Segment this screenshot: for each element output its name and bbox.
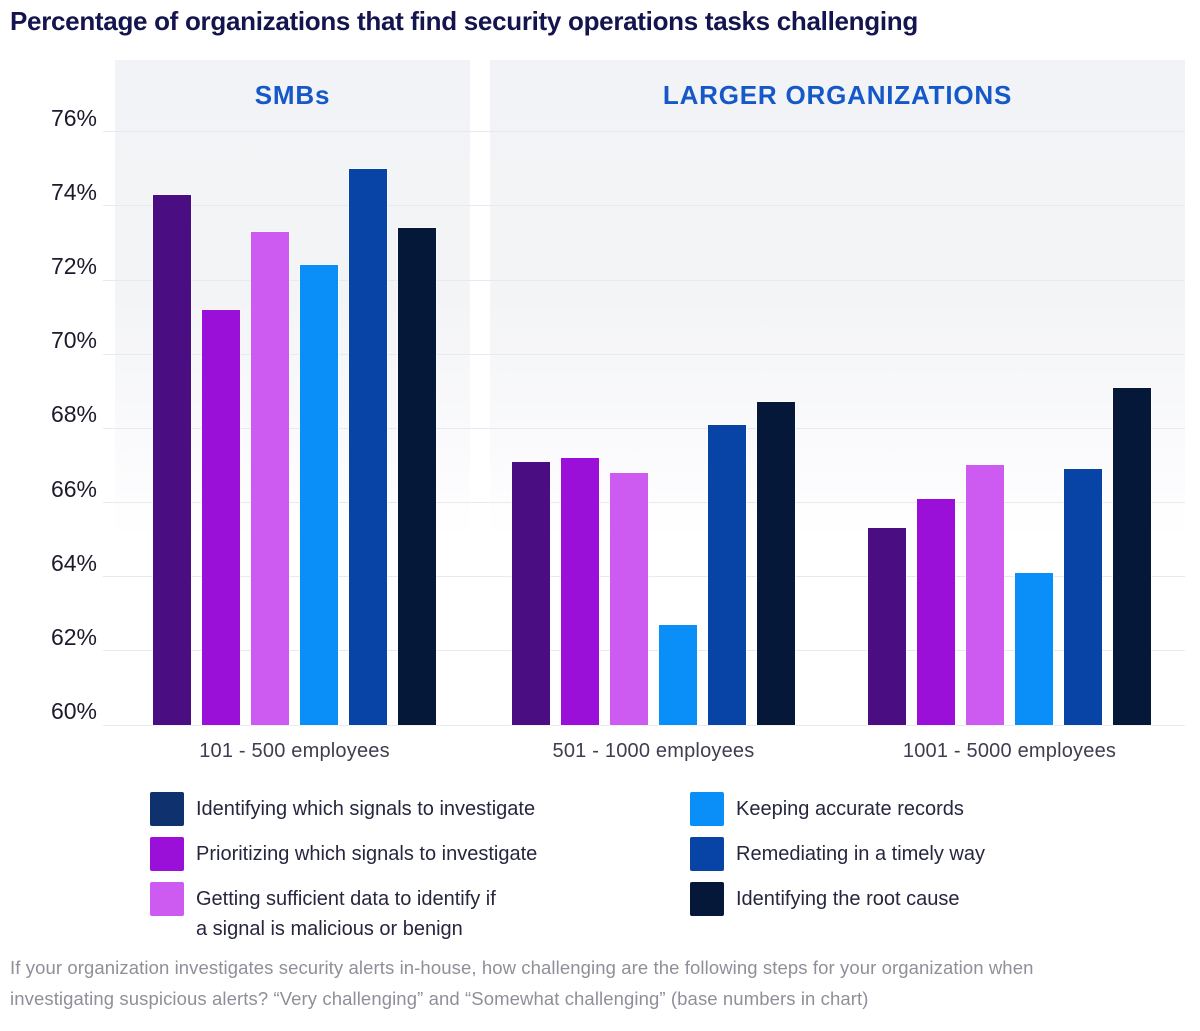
category-label: 501 - 1000 employees bbox=[552, 740, 755, 762]
gridline bbox=[103, 205, 1185, 207]
bar bbox=[868, 528, 906, 725]
bar bbox=[153, 194, 191, 725]
legend-label: Identifying which signals to investigate bbox=[196, 798, 536, 820]
y-tick-label: 64% bbox=[50, 549, 97, 576]
panel-header-smbs: SMBs bbox=[254, 80, 331, 110]
legend-label: Prioritizing which signals to investigat… bbox=[196, 843, 538, 865]
bar bbox=[398, 228, 436, 725]
bar bbox=[251, 231, 289, 725]
footnote-line-2: investigating suspicious alerts? “Very c… bbox=[10, 988, 869, 1009]
y-tick-label: 76% bbox=[50, 104, 97, 131]
y-tick-label: 68% bbox=[50, 401, 97, 428]
bar bbox=[966, 465, 1004, 725]
y-tick-label: 66% bbox=[50, 475, 97, 502]
legend-swatch bbox=[690, 882, 724, 916]
bar-group bbox=[153, 60, 436, 725]
bar-group bbox=[512, 60, 795, 725]
legend-item: Remediating in a timely way bbox=[690, 837, 985, 871]
gridline bbox=[103, 279, 1185, 281]
legend-swatch bbox=[150, 837, 184, 871]
y-tick-label: 62% bbox=[50, 623, 97, 650]
bar bbox=[300, 265, 338, 725]
legend-item: Getting sufficient data to identify if a… bbox=[150, 882, 537, 944]
category-label: 101 - 500 employees bbox=[199, 740, 390, 762]
bar bbox=[1064, 469, 1102, 725]
footnote-line-1: If your organization investigates securi… bbox=[10, 957, 1034, 978]
bar bbox=[1113, 387, 1151, 725]
bar bbox=[512, 461, 550, 725]
bar bbox=[1015, 572, 1053, 725]
bar bbox=[757, 402, 795, 725]
legend-swatch bbox=[150, 882, 184, 916]
gridline bbox=[103, 427, 1185, 429]
legend-swatch bbox=[690, 837, 724, 871]
legend-swatch bbox=[690, 792, 724, 826]
bar bbox=[202, 309, 240, 725]
bar bbox=[659, 624, 697, 725]
panel-header-larger-organizations: LARGER ORGANIZATIONS bbox=[662, 80, 1013, 110]
gridline bbox=[103, 353, 1185, 355]
legend-item: Identifying which signals to investigate bbox=[150, 792, 537, 826]
legend-label: Keeping accurate records bbox=[736, 798, 964, 820]
legend-item: Prioritizing which signals to investigat… bbox=[150, 837, 537, 871]
bar-group bbox=[868, 60, 1151, 725]
y-tick-label: 60% bbox=[50, 698, 97, 724]
y-tick-label: 72% bbox=[50, 253, 97, 280]
legend-label: Getting sufficient data to identify if a… bbox=[196, 888, 496, 940]
footnote: If your organization investigates securi… bbox=[10, 952, 1190, 1014]
legend-swatch bbox=[150, 792, 184, 826]
y-tick-label: 70% bbox=[50, 327, 97, 354]
legend-column-right: Keeping accurate records Remediating in a… bbox=[690, 792, 985, 927]
legend-column-left: Identifying which signals to investigate… bbox=[150, 792, 537, 955]
legend-label: Remediating in a timely way bbox=[736, 843, 985, 865]
plot-area: SMBs LARGER ORGANIZATIONS 101 - 500 empl… bbox=[103, 60, 1185, 762]
bar bbox=[349, 168, 387, 725]
chart-title: Percentage of organizations that find se… bbox=[10, 6, 918, 36]
category-label: 1001 - 5000 employees bbox=[902, 740, 1117, 762]
bar bbox=[917, 498, 955, 725]
y-tick-label: 74% bbox=[50, 178, 97, 205]
legend-label: Identifying the root cause bbox=[736, 888, 960, 910]
legend-item: Identifying the root cause bbox=[690, 882, 985, 916]
gridline bbox=[103, 131, 1185, 133]
bar bbox=[610, 472, 648, 725]
bar bbox=[708, 424, 746, 725]
legend-item: Keeping accurate records bbox=[690, 792, 985, 826]
gridline bbox=[103, 724, 1185, 726]
bar bbox=[561, 458, 599, 725]
